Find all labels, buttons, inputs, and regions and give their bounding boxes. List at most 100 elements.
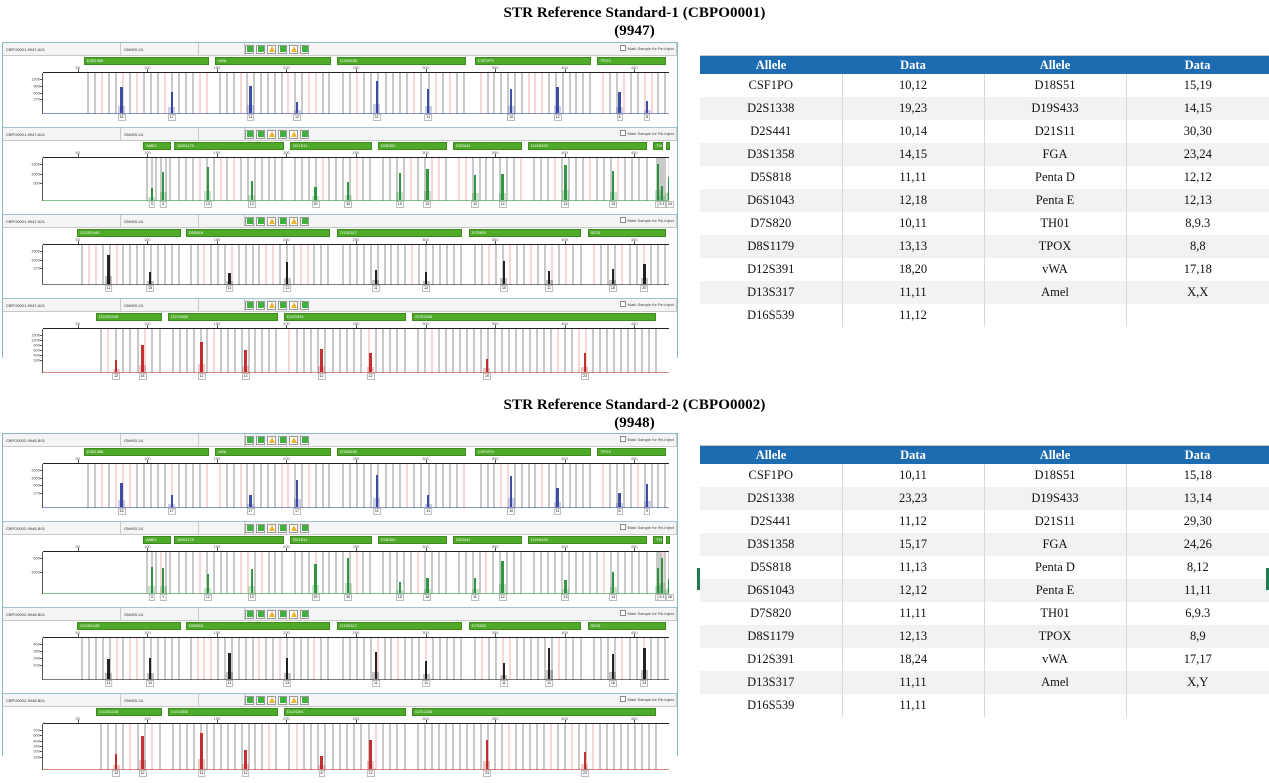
allele-call-label[interactable]: 13	[146, 680, 154, 687]
allele-call-label[interactable]: 11	[283, 285, 291, 292]
allele-call-label[interactable]: 17	[293, 508, 301, 515]
allele-call-label[interactable]: 17	[168, 114, 176, 121]
quality-warning-icon[interactable]	[289, 436, 298, 445]
locus-marker[interactable]: D21S11	[290, 142, 371, 150]
locus-marker[interactable]: D2S441	[453, 142, 522, 150]
allele-call-label[interactable]: 14	[609, 594, 617, 601]
trace-plot[interactable]	[43, 464, 669, 508]
quality-ok-icon[interactable]	[245, 217, 254, 226]
quality-ok-icon[interactable]	[256, 45, 265, 54]
trace-plot[interactable]	[43, 158, 669, 201]
locus-marker[interactable]: D3S1358	[84, 57, 209, 65]
locus-marker[interactable]: TH01	[653, 142, 662, 150]
locus-marker[interactable]: TPOX	[597, 57, 666, 65]
quality-warning-icon[interactable]	[267, 45, 276, 54]
locus-marker[interactable]: D16S539	[337, 57, 465, 65]
allele-call-label[interactable]: 12	[367, 770, 375, 777]
allele-call-label[interactable]: 17	[247, 508, 255, 515]
quality-ok-icon[interactable]	[300, 610, 309, 619]
allele-call-label[interactable]: 15	[609, 201, 617, 208]
quality-ok-icon[interactable]	[245, 696, 254, 705]
quality-ok-icon[interactable]	[278, 610, 287, 619]
mark-for-reinject-checkbox[interactable]: Mark Sample for Re-Inject	[620, 301, 674, 307]
allele-call-label[interactable]: 19	[423, 201, 431, 208]
locus-marker[interactable]: vWA	[215, 448, 331, 456]
allele-call-label[interactable]: 9	[644, 508, 650, 515]
allele-call-label[interactable]: X	[149, 201, 155, 208]
quality-ok-icon[interactable]	[256, 610, 265, 619]
quality-ok-icon[interactable]	[256, 217, 265, 226]
allele-call-label[interactable]: 10	[471, 201, 479, 208]
quality-warning-icon[interactable]	[289, 217, 298, 226]
quality-warning-icon[interactable]	[289, 610, 298, 619]
allele-call-label[interactable]: 12	[204, 594, 212, 601]
allele-call-label[interactable]: 10	[507, 114, 515, 121]
locus-marker[interactable]: D13S317	[337, 622, 462, 630]
quality-warning-icon[interactable]	[289, 301, 298, 310]
quality-warning-icon[interactable]	[289, 130, 298, 139]
quality-ok-icon[interactable]	[278, 696, 287, 705]
allele-call-label[interactable]: 11	[373, 114, 381, 121]
quality-ok-icon[interactable]	[256, 130, 265, 139]
locus-marker[interactable]: D18S51	[378, 142, 447, 150]
locus-marker[interactable]: D3S1358	[84, 448, 209, 456]
locus-marker[interactable]: D7S820	[469, 229, 582, 237]
quality-warning-icon[interactable]	[267, 524, 276, 533]
quality-ok-icon[interactable]	[245, 301, 254, 310]
locus-marker[interactable]: D16S539	[337, 448, 465, 456]
mark-for-reinject-checkbox[interactable]: Mark Sample for Re-Inject	[620, 130, 674, 136]
allele-call-label[interactable]: 29	[312, 594, 320, 601]
locus-marker[interactable]: CSF1PO	[475, 448, 591, 456]
locus-marker[interactable]: D10S1248	[96, 708, 162, 716]
quality-ok-icon[interactable]	[256, 436, 265, 445]
allele-call-label[interactable]: 18	[609, 680, 617, 687]
allele-call-label[interactable]: 15	[146, 285, 154, 292]
allele-call-label[interactable]: 24	[640, 680, 648, 687]
allele-call-label[interactable]: 12	[139, 770, 147, 777]
checkbox-icon[interactable]	[620, 696, 626, 702]
allele-call-label[interactable]: Y	[160, 594, 166, 601]
allele-call-label[interactable]: 13	[561, 594, 569, 601]
allele-call-label[interactable]: 15	[118, 508, 126, 515]
allele-call-label[interactable]: 30	[344, 201, 352, 208]
allele-call-label[interactable]: 10	[507, 508, 515, 515]
trace-plot[interactable]	[43, 724, 669, 770]
allele-call-label[interactable]: X	[149, 594, 155, 601]
allele-call-label[interactable]: 12	[198, 373, 206, 380]
locus-marker[interactable]: D2S1338	[412, 313, 656, 321]
quality-ok-icon[interactable]	[245, 610, 254, 619]
allele-call-label[interactable]: 14	[499, 201, 507, 208]
allele-call-label[interactable]: 8	[644, 114, 650, 121]
quality-ok-icon[interactable]	[245, 436, 254, 445]
locus-marker[interactable]: AMEL	[143, 142, 171, 150]
trace-plot[interactable]	[43, 329, 669, 373]
quality-warning-icon[interactable]	[267, 696, 276, 705]
quality-ok-icon[interactable]	[278, 436, 287, 445]
quality-ok-icon[interactable]	[278, 524, 287, 533]
locus-marker[interactable]: FGA	[666, 536, 670, 544]
allele-call-label[interactable]: 11	[226, 680, 234, 687]
locus-marker[interactable]: D12S391	[284, 313, 406, 321]
quality-warning-icon[interactable]	[267, 301, 276, 310]
checkbox-icon[interactable]	[620, 436, 626, 442]
allele-call-label[interactable]: 23	[483, 770, 491, 777]
allele-call-label[interactable]: 11	[198, 770, 206, 777]
allele-call-label[interactable]: 12	[422, 285, 430, 292]
allele-call-label[interactable]: 13	[242, 373, 250, 380]
allele-call-label[interactable]: 10	[500, 285, 508, 292]
quality-warning-icon[interactable]	[267, 130, 276, 139]
allele-call-label[interactable]: 11	[372, 285, 380, 292]
allele-call-label[interactable]: 26	[666, 594, 674, 601]
quality-ok-icon[interactable]	[278, 301, 287, 310]
locus-marker[interactable]: D8S1179	[174, 142, 284, 150]
allele-call-label[interactable]: 12	[554, 114, 562, 121]
allele-call-label[interactable]: 11	[424, 508, 432, 515]
